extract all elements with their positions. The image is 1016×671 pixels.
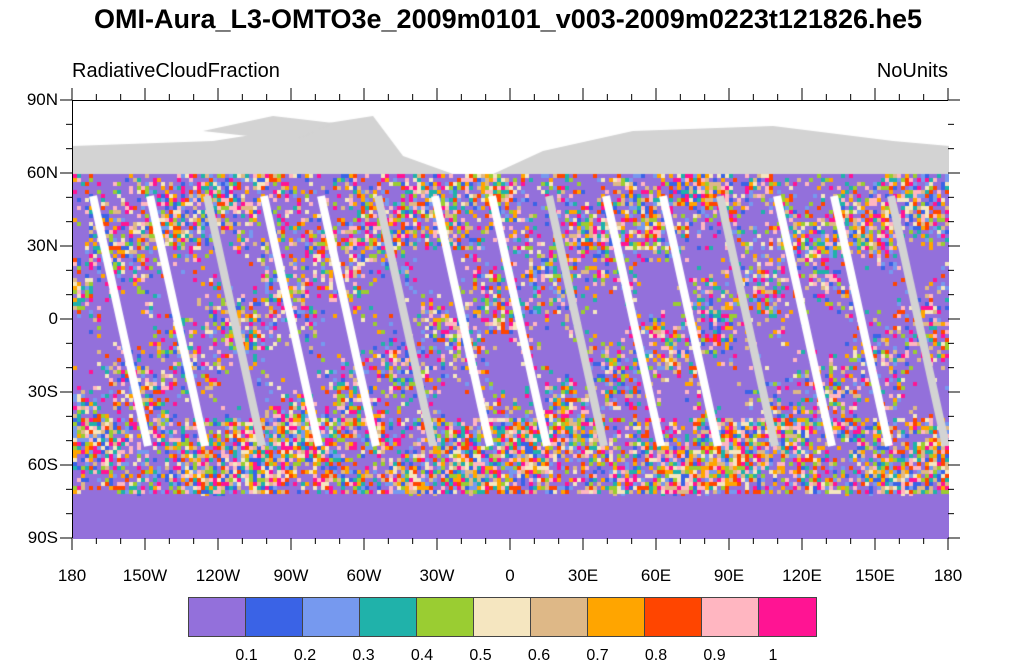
lat-tick-label: 90N [26, 90, 58, 109]
lat-tick-label: 60S [27, 455, 58, 474]
lat-tick-label: 60N [26, 163, 58, 182]
lon-tick-label: 30E [567, 566, 599, 585]
lon-tick-label: 150W [122, 566, 168, 585]
colorbar-label: 1 [768, 647, 778, 664]
lon-tick-label: 60W [346, 566, 382, 585]
lat-tick-label: 90S [27, 528, 58, 547]
colorbar-label: 0.8 [644, 647, 668, 664]
colorbar-swatch [645, 598, 702, 636]
colorbar-swatch [702, 598, 759, 636]
colorbar-label: 0.9 [703, 647, 726, 664]
lon-tick-label: 180 [933, 566, 963, 585]
lon-tick-label: 90W [273, 566, 309, 585]
lat-tick-label: 30N [26, 236, 58, 255]
lon-tick-label: 180 [57, 566, 87, 585]
map-plot-area [72, 100, 949, 539]
colorbar-swatch [417, 598, 474, 636]
colorbar-swatch [246, 598, 303, 636]
colorbar-swatch [588, 598, 645, 636]
colorbar-swatch [474, 598, 531, 636]
colorbar-label: 0.7 [586, 647, 609, 664]
lat-tick-label: 30S [27, 382, 58, 401]
lon-tick-label: 120E [782, 566, 822, 585]
lon-tick-label: 30W [419, 566, 455, 585]
lon-tick-label: 90E [713, 566, 745, 585]
variable-label: RadiativeCloudFraction [72, 60, 280, 82]
plot-title: OMI-Aura_L3-OMTO3e_2009m0101_v003-2009m0… [93, 4, 923, 34]
units-label: NoUnits [876, 60, 948, 82]
lat-tick-label: 0 [48, 309, 58, 328]
colorbar-label: 0.3 [352, 647, 375, 664]
lon-tick-label: 0 [505, 566, 515, 585]
colorbar-swatch [759, 598, 816, 636]
colorbar-swatch [303, 598, 360, 636]
colorbar-swatch [531, 598, 588, 636]
lon-tick-label: 120W [195, 566, 241, 585]
lon-tick-label: 150E [855, 566, 895, 585]
cloud-fraction-map [73, 101, 949, 539]
colorbar [188, 597, 817, 637]
colorbar-label: 0.2 [293, 647, 317, 664]
colorbar-label: 0.5 [469, 647, 492, 664]
colorbar-label: 0.4 [410, 647, 434, 664]
colorbar-swatch [189, 598, 246, 636]
lon-tick-label: 60E [640, 566, 672, 585]
colorbar-label: 0.1 [235, 647, 258, 664]
colorbar-swatch [360, 598, 417, 636]
colorbar-label: 0.6 [527, 647, 551, 664]
